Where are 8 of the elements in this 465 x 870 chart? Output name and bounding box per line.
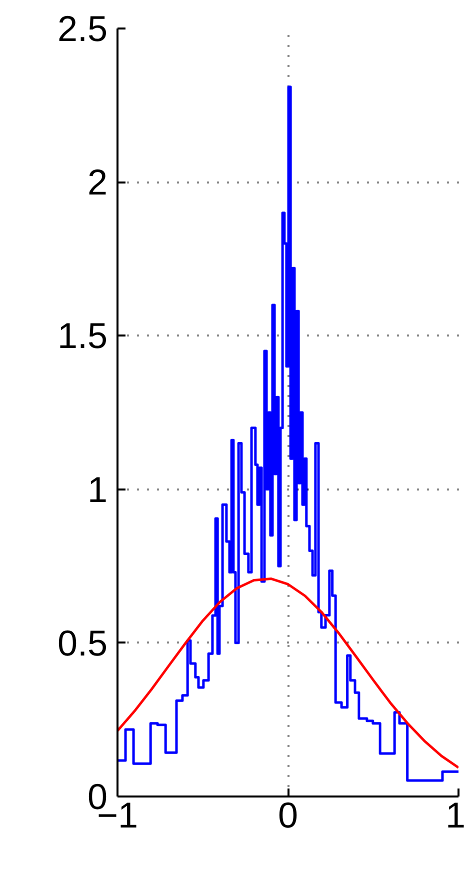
line-series — [118, 577, 458, 769]
y-tick-label: 2 — [87, 162, 108, 203]
y-tick-label: 0.5 — [57, 622, 108, 664]
y-tick-label: 2.5 — [57, 8, 108, 49]
y-tick-label: 1 — [87, 468, 108, 510]
x-tick-label: 0 — [278, 794, 298, 836]
y-tick-label: 1.5 — [57, 315, 108, 356]
x-tick-label: 1 — [445, 794, 465, 836]
